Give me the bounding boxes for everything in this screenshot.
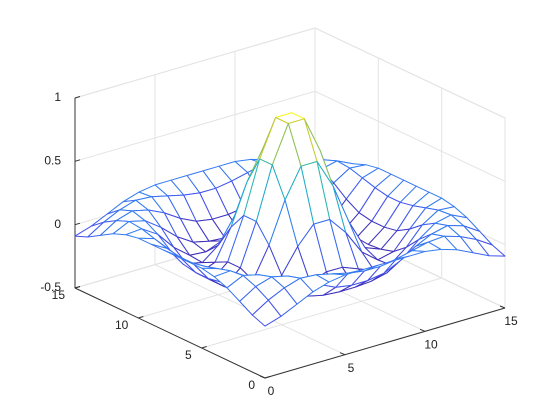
z-tick (74, 222, 81, 226)
y-tick-label: 10 (115, 318, 129, 332)
x-tick (419, 328, 426, 332)
y-tick-label: 15 (52, 288, 66, 302)
grid-line (74, 27, 506, 119)
z-tick (74, 286, 81, 289)
x-tick-label: 15 (504, 314, 518, 328)
x-tick (339, 352, 346, 356)
z-tick-label: 1 (54, 90, 61, 104)
y-tick-label: 0 (248, 378, 255, 392)
z-tick-label: 0 (54, 217, 61, 231)
y-tick (138, 316, 144, 319)
y-tick (201, 346, 207, 349)
x-tick-label: 0 (268, 384, 275, 398)
y-tick-label: 5 (185, 348, 192, 362)
mesh-cell (251, 299, 282, 327)
y-axis (74, 287, 266, 379)
z-tick-label: 0.5 (44, 154, 61, 168)
x-tick-label: 10 (424, 338, 438, 352)
y-tick (264, 376, 271, 379)
x-axis (264, 307, 506, 379)
grid-line (74, 90, 506, 182)
z-tick (74, 159, 81, 162)
z-tick-label: -0.5 (40, 280, 61, 294)
z-tick (74, 96, 81, 99)
x-tick (499, 305, 506, 309)
x-tick (259, 375, 266, 379)
x-tick-label: 5 (348, 361, 355, 375)
